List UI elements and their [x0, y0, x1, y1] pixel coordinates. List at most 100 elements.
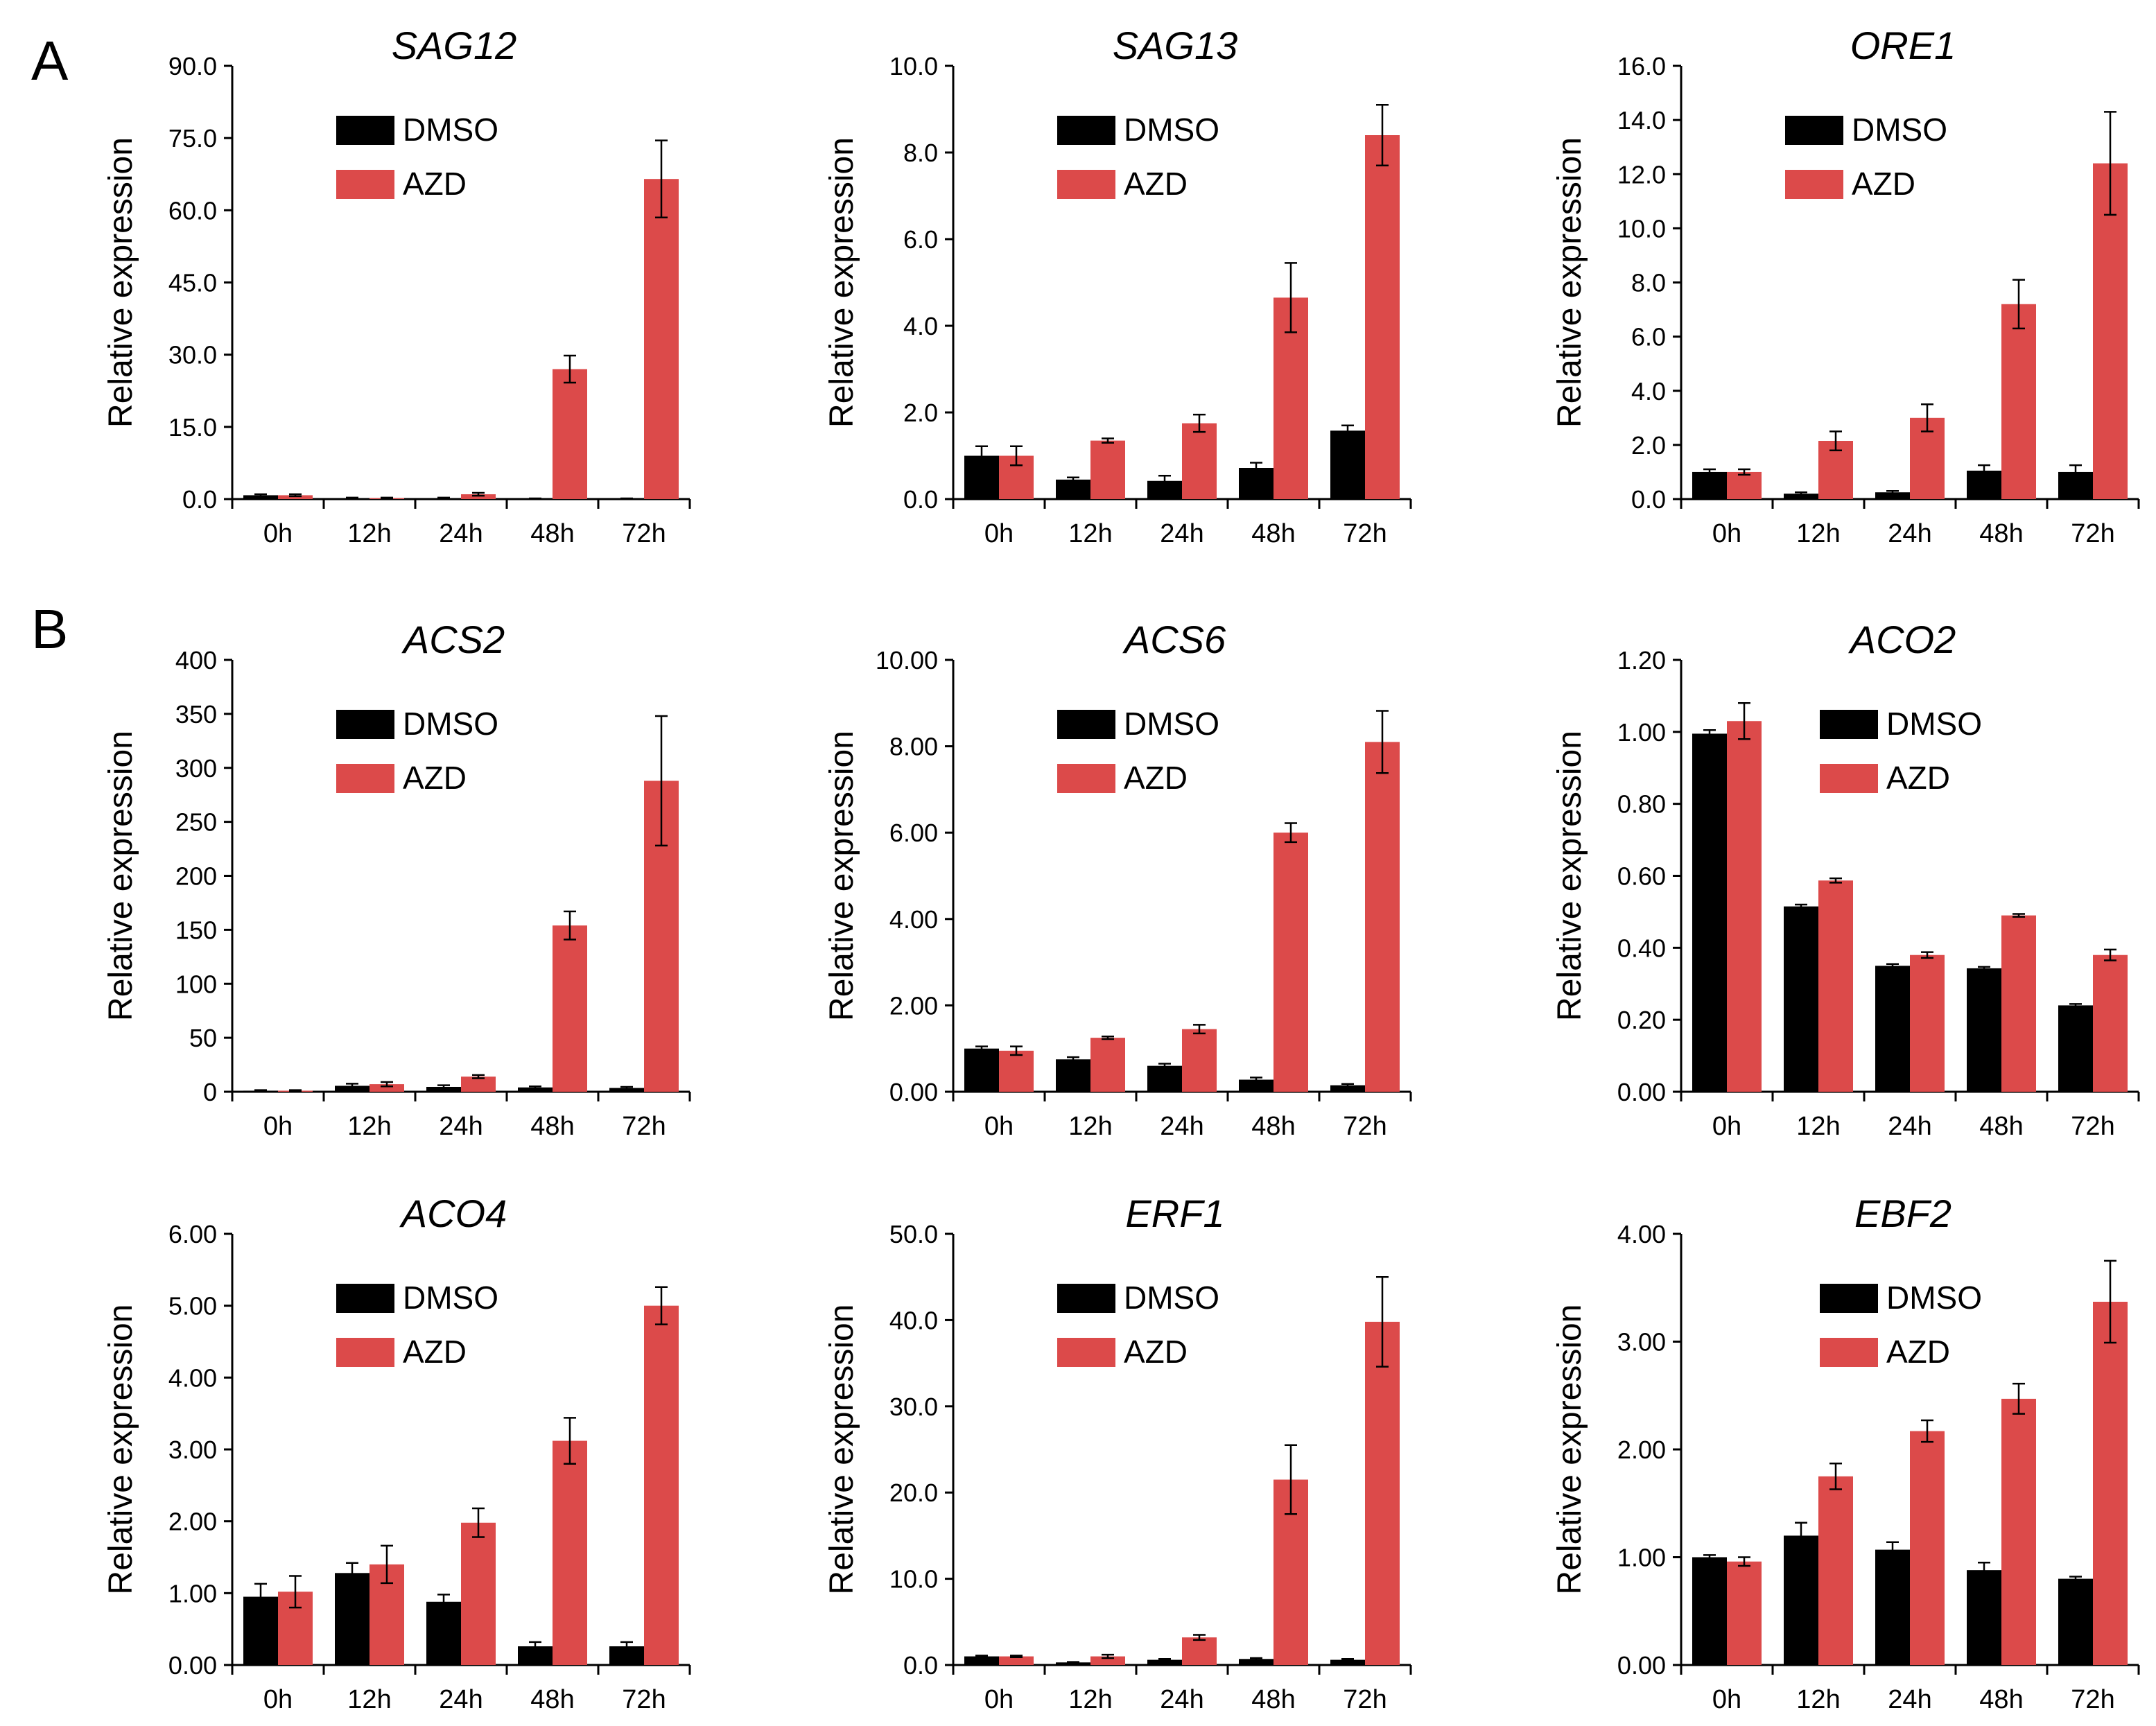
chart-acs2-legend-label-dmso: DMSO	[403, 706, 498, 742]
chart-acs6-category-label: 12h	[1068, 1112, 1112, 1141]
chart-acs6-category-label: 72h	[1343, 1112, 1386, 1141]
chart-aco2-bar-dmso	[1784, 906, 1818, 1092]
chart-ore1-bar-azd	[2001, 304, 2036, 499]
chart-acs2-category-label: 0h	[263, 1112, 293, 1141]
chart-sag12-category-label: 48h	[530, 519, 574, 548]
chart-ore1-category-label: 12h	[1796, 519, 1840, 548]
chart-sag12-bar-azd	[461, 494, 496, 499]
chart-sag12-category-label: 0h	[263, 519, 293, 548]
chart-acs2-bar-dmso	[518, 1087, 553, 1092]
chart-sag13: 0.0 2.0 4.0 6.0 8.0 10.0 0h 12h 24h 48h 72h Relativ…	[824, 24, 1412, 548]
chart-aco2-legend-swatch-azd	[1820, 764, 1878, 793]
chart-ebf2-ylabel: Relative expression	[1551, 1305, 1588, 1595]
chart-acs2-ytick-label: 400	[175, 646, 217, 674]
chart-sag13-ytick-label: 4.0	[903, 312, 938, 340]
chart-erf1-category-label: 48h	[1251, 1685, 1295, 1714]
chart-ore1-legend-swatch-dmso	[1785, 116, 1843, 145]
chart-sag13-bar-azd	[1182, 423, 1217, 499]
chart-ebf2-bar-dmso	[1784, 1535, 1818, 1665]
chart-aco4-category-label: 0h	[263, 1685, 293, 1714]
chart-ebf2-bar-azd	[2001, 1398, 2036, 1665]
chart-acs6-ytick-label: 4.00	[889, 905, 938, 934]
chart-ore1-bar-dmso	[1875, 492, 1910, 499]
chart-acs6-bar-dmso	[1056, 1059, 1090, 1092]
chart-acs6-bar-azd	[999, 1050, 1034, 1092]
chart-ebf2-bar-azd	[1910, 1431, 1945, 1665]
chart-ore1-legend-label-dmso: DMSO	[1852, 112, 1947, 148]
chart-acs2-ytick-label: 250	[175, 808, 217, 837]
chart-acs2-legend-label-azd: AZD	[403, 760, 467, 796]
chart-ebf2-category-label: 48h	[1979, 1685, 2023, 1714]
chart-acs2-ylabel: Relative expression	[103, 731, 139, 1021]
chart-aco4-category-label: 48h	[530, 1685, 574, 1714]
chart-aco2-ytick-label: 0.60	[1617, 862, 1666, 891]
chart-sag13-ytick-label: 8.0	[903, 139, 938, 167]
chart-erf1-category-label: 72h	[1343, 1685, 1386, 1714]
chart-acs2: 0 50 100 150 200 250 300 350 400 0h 12h 24h 48h 72h Re…	[103, 618, 691, 1141]
chart-aco2-category-label: 24h	[1888, 1112, 1931, 1141]
chart-aco2-ytick-label: 0.20	[1617, 1006, 1666, 1034]
chart-sag13-title: SAG13	[1113, 24, 1238, 67]
chart-erf1-category-label: 12h	[1068, 1685, 1112, 1714]
chart-sag12-bar-dmso	[243, 495, 278, 499]
chart-sag13-ytick-label: 0.0	[903, 485, 938, 514]
chart-erf1-ytick-label: 30.0	[889, 1393, 938, 1421]
chart-acs2-title: ACS2	[401, 618, 505, 661]
chart-acs2-legend-swatch-dmso	[336, 710, 394, 739]
chart-aco2-ylabel: Relative expression	[1551, 731, 1588, 1021]
chart-aco4-category-label: 12h	[347, 1685, 391, 1714]
chart-sag12-bar-azd	[644, 179, 679, 499]
chart-ore1-ytick-label: 0.0	[1631, 485, 1666, 514]
chart-ore1-bar-azd	[1727, 471, 1762, 499]
chart-erf1-ytick-label: 20.0	[889, 1479, 938, 1507]
chart-aco2-legend-label-azd: AZD	[1886, 760, 1950, 796]
chart-acs2-legend-swatch-azd	[336, 764, 394, 793]
chart-ebf2-legend-swatch-azd	[1820, 1338, 1878, 1367]
chart-erf1-bar-dmso	[1147, 1659, 1182, 1665]
chart-ebf2-bar-azd	[1727, 1561, 1762, 1665]
chart-sag12-ytick-label: 0.0	[182, 485, 217, 514]
chart-ore1-title: ORE1	[1850, 24, 1956, 67]
chart-aco4-title: ACO4	[399, 1192, 507, 1235]
chart-sag12-legend-label-dmso: DMSO	[403, 112, 498, 148]
chart-ebf2-ytick-label: 4.00	[1617, 1220, 1666, 1248]
chart-acs6-legend-swatch-dmso	[1057, 710, 1115, 739]
chart-erf1-legend-label-azd: AZD	[1124, 1334, 1188, 1370]
chart-acs6-bar-dmso	[1239, 1079, 1273, 1092]
chart-aco4-legend-label-azd: AZD	[403, 1334, 467, 1370]
chart-sag13-ytick-label: 10.0	[889, 52, 938, 80]
chart-aco4-bar-azd	[461, 1522, 496, 1665]
chart-aco2-bar-dmso	[1692, 733, 1727, 1092]
chart-acs6-ytick-label: 8.00	[889, 733, 938, 761]
chart-sag13-legend-swatch-dmso	[1057, 116, 1115, 145]
chart-sag12-legend-swatch-azd	[336, 170, 394, 199]
chart-acs2-bar-azd	[461, 1076, 496, 1092]
chart-acs6-ytick-label: 10.00	[876, 646, 938, 674]
chart-sag13-category-label: 12h	[1068, 519, 1112, 548]
panel-label-a: A	[31, 30, 69, 91]
chart-sag12-ytick-label: 75.0	[168, 124, 217, 152]
chart-aco2-bar-azd	[1727, 721, 1762, 1092]
chart-sag13-bar-dmso	[1056, 479, 1090, 499]
chart-aco4-ylabel: Relative expression	[103, 1305, 139, 1595]
chart-acs6-legend-swatch-azd	[1057, 764, 1115, 793]
chart-aco2-legend-label-dmso: DMSO	[1886, 706, 1982, 742]
chart-sag13-legend-swatch-azd	[1057, 170, 1115, 199]
chart-erf1-bar-azd	[1182, 1637, 1217, 1665]
chart-ebf2-bar-dmso	[2058, 1578, 2093, 1665]
chart-erf1-bar-azd	[999, 1656, 1034, 1665]
chart-aco2-ytick-label: 0.80	[1617, 790, 1666, 819]
chart-ebf2-ytick-label: 1.00	[1617, 1544, 1666, 1572]
chart-ebf2-ytick-label: 3.00	[1617, 1328, 1666, 1357]
chart-aco2-category-label: 48h	[1979, 1112, 2023, 1141]
chart-ebf2-category-label: 0h	[1712, 1685, 1741, 1714]
chart-aco2-bar-dmso	[2058, 1005, 2093, 1092]
chart-ebf2-bar-dmso	[1875, 1549, 1910, 1665]
chart-sag12-ytick-label: 90.0	[168, 52, 217, 80]
chart-aco2-category-label: 12h	[1796, 1112, 1840, 1141]
chart-sag13-ytick-label: 6.0	[903, 225, 938, 254]
chart-erf1-legend-swatch-dmso	[1057, 1284, 1115, 1313]
chart-sag12-ytick-label: 30.0	[168, 341, 217, 369]
chart-aco4-ytick-label: 5.00	[168, 1292, 217, 1320]
chart-sag12-ytick-label: 45.0	[168, 269, 217, 297]
